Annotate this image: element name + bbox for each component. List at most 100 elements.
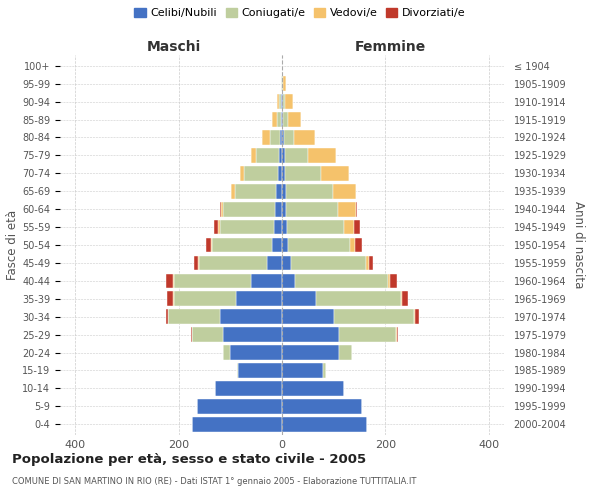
Bar (240, 166, 244, 180)
Bar (232, 184, 235, 198)
Bar (316, 292, 401, 306)
Bar (238, 363, 282, 378)
Bar (282, 148, 284, 162)
Bar (282, 417, 367, 432)
Y-axis label: Anni di nascita: Anni di nascita (572, 202, 585, 288)
Bar (221, 202, 223, 216)
Bar (280, 130, 282, 145)
Bar (277, 94, 280, 109)
Bar (237, 363, 238, 378)
Bar (295, 274, 388, 288)
Bar (285, 94, 293, 109)
Bar (332, 184, 356, 198)
Bar (214, 220, 218, 234)
Bar (339, 328, 395, 342)
Bar (277, 112, 281, 127)
Bar (212, 238, 272, 252)
Bar (282, 130, 284, 145)
Bar (282, 238, 288, 252)
Y-axis label: Fasce di età: Fasce di età (6, 210, 19, 280)
Bar (395, 328, 397, 342)
Bar (282, 220, 287, 234)
Bar (294, 130, 314, 145)
Text: Popolazione per età, sesso e stato civile - 2005: Popolazione per età, sesso e stato civil… (12, 452, 366, 466)
Text: COMUNE DI SAN MARTINO IN RIO (RE) - Dati ISTAT 1° gennaio 2005 - Elaborazione TU: COMUNE DI SAN MARTINO IN RIO (RE) - Dati… (12, 478, 416, 486)
Bar (191, 328, 223, 342)
Bar (286, 202, 338, 216)
Bar (236, 292, 282, 306)
Bar (282, 399, 362, 413)
Bar (282, 274, 295, 288)
Bar (173, 292, 236, 306)
Bar (206, 238, 211, 252)
Bar (282, 166, 284, 180)
Bar (282, 345, 339, 360)
Bar (350, 238, 355, 252)
Bar (283, 112, 288, 127)
Bar (173, 274, 251, 288)
Bar (167, 292, 173, 306)
Bar (282, 202, 286, 216)
Bar (282, 256, 291, 270)
Bar (282, 363, 323, 378)
Bar (282, 112, 283, 127)
Bar (282, 310, 334, 324)
Bar (199, 256, 266, 270)
Bar (291, 256, 366, 270)
Bar (369, 256, 373, 270)
Bar (281, 112, 282, 127)
Bar (251, 274, 282, 288)
Bar (388, 274, 391, 288)
Bar (334, 310, 413, 324)
Bar (282, 292, 316, 306)
Bar (284, 166, 321, 180)
Bar (282, 76, 283, 91)
Bar (288, 238, 350, 252)
Bar (197, 399, 282, 413)
Bar (339, 345, 352, 360)
Bar (344, 220, 354, 234)
Bar (220, 220, 274, 234)
Bar (397, 328, 398, 342)
Bar (356, 202, 357, 216)
Bar (355, 238, 362, 252)
Bar (223, 345, 230, 360)
Bar (215, 381, 282, 396)
Bar (244, 166, 278, 180)
Bar (282, 184, 286, 198)
Bar (275, 202, 282, 216)
Bar (283, 76, 286, 91)
Bar (284, 130, 294, 145)
Bar (274, 220, 282, 234)
Bar (266, 256, 282, 270)
Bar (220, 202, 221, 216)
Bar (286, 184, 332, 198)
Bar (272, 112, 277, 127)
Bar (218, 220, 220, 234)
Text: Maschi: Maschi (146, 40, 201, 54)
Bar (220, 310, 282, 324)
Bar (230, 345, 282, 360)
Bar (401, 292, 402, 306)
Bar (415, 310, 419, 324)
Bar (323, 363, 326, 378)
Bar (272, 238, 282, 252)
Text: Femmine: Femmine (355, 40, 426, 54)
Bar (402, 292, 409, 306)
Bar (282, 328, 339, 342)
Bar (256, 148, 280, 162)
Bar (166, 274, 173, 288)
Bar (191, 417, 282, 432)
Bar (262, 130, 270, 145)
Bar (223, 202, 275, 216)
Bar (354, 220, 361, 234)
Bar (282, 381, 344, 396)
Bar (270, 130, 280, 145)
Bar (166, 310, 169, 324)
Bar (211, 238, 212, 252)
Legend: Celibi/Nubili, Coniugati/e, Vedovi/e, Divorziati/e: Celibi/Nubili, Coniugati/e, Vedovi/e, Di… (132, 6, 468, 20)
Bar (284, 148, 308, 162)
Bar (287, 220, 344, 234)
Bar (413, 310, 415, 324)
Bar (276, 184, 282, 198)
